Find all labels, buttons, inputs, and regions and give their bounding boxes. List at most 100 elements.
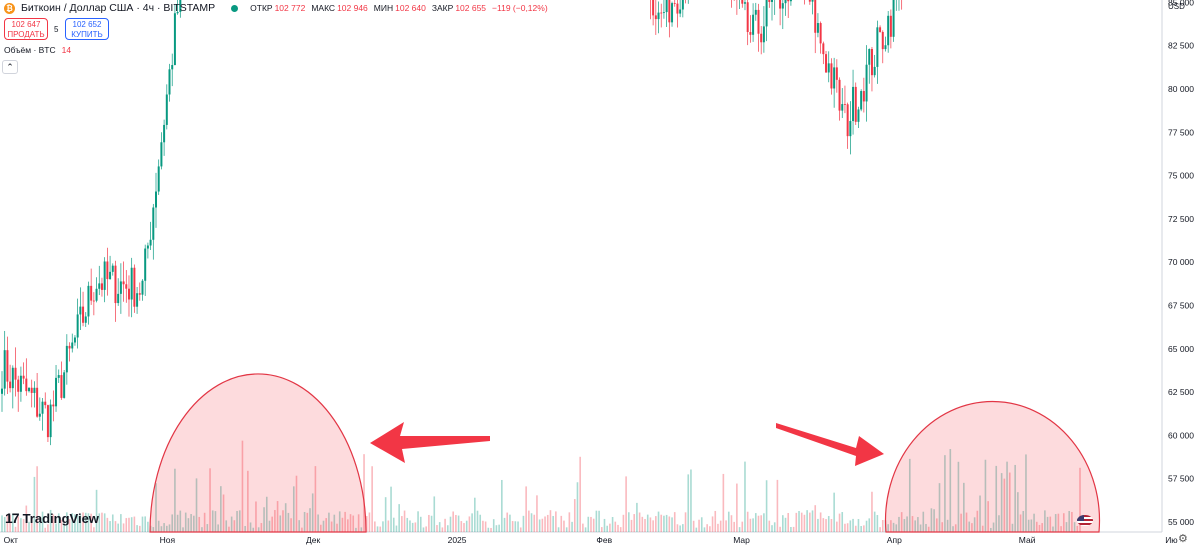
us-flag-icon[interactable] (1077, 515, 1093, 526)
volume-bar (971, 523, 973, 532)
ohlc-close-label: ЗАКР (431, 3, 454, 13)
volume-bar (811, 510, 814, 532)
volume-bar (917, 517, 919, 532)
ohlc-values: ОТКР 102 772 МАКС 102 946 МИН 102 640 ЗАКР 1… (250, 3, 552, 13)
candle-body (152, 207, 155, 240)
collapse-legend-button[interactable]: ⌃ (2, 60, 18, 74)
volume-bar (1017, 492, 1019, 532)
volume-bar (746, 511, 749, 532)
candle-body (3, 350, 6, 389)
volume-bar (39, 522, 41, 532)
candle-body (657, 12, 660, 20)
volume-bar (333, 514, 336, 532)
volume-bar (295, 475, 298, 532)
candle-body (168, 69, 171, 95)
volume-bar (582, 523, 584, 532)
volume-bar (628, 512, 630, 532)
volume-bar (752, 518, 754, 532)
volume-bar (517, 521, 519, 532)
volume-bar (733, 521, 735, 532)
volume-bar (28, 521, 30, 532)
volume-bar (1079, 467, 1081, 532)
candle-body (819, 23, 822, 44)
candle-body (825, 54, 828, 73)
volume-bar (168, 524, 171, 532)
volume-bar (509, 514, 511, 532)
arrow-left-annotation[interactable] (370, 422, 490, 463)
volume-bar (1008, 472, 1011, 532)
candle-body (84, 316, 87, 323)
candle-body (119, 281, 122, 294)
candle-body (95, 288, 98, 301)
volume-bar (871, 491, 873, 532)
volume-bar (609, 523, 611, 532)
volume-bar (684, 512, 687, 532)
volume-bar (292, 486, 295, 532)
candle-body (811, 0, 814, 2)
y-tick-label: 77 500 (1168, 127, 1194, 137)
candle-body (114, 265, 117, 304)
volume-bar (522, 515, 525, 532)
volume-bar (12, 513, 14, 532)
candle-body (17, 379, 20, 392)
arrow-right-annotation[interactable] (776, 423, 884, 466)
candle-body (79, 306, 82, 315)
volume-bar (638, 512, 641, 532)
volume-bar (84, 512, 87, 532)
buy-button[interactable]: 102 652 КУПИТЬ (65, 18, 109, 40)
candle-body (779, 0, 782, 9)
volume-bar (347, 519, 349, 532)
candle-body (808, 0, 811, 2)
volume-bar (536, 495, 538, 532)
volume-bar (230, 516, 233, 532)
candle-body (816, 23, 819, 33)
volume-bar (398, 504, 400, 532)
volume-bar (906, 516, 908, 532)
volume-bar (241, 440, 244, 532)
volume-bar (314, 466, 317, 532)
volume-bar (403, 510, 406, 532)
volume-bar (722, 473, 725, 532)
volume-bar (833, 492, 835, 532)
tradingview-logo[interactable]: 17 TradingView (5, 510, 99, 526)
symbol-title[interactable]: Биткоин / Доллар США · 4ч · BITSTAMP (21, 2, 216, 14)
volume-legend[interactable]: Объём · BTC 14 (4, 45, 71, 55)
volume-bar (692, 520, 695, 532)
candle-body (68, 345, 71, 349)
settings-gear-icon[interactable]: ⚙ (1178, 533, 1188, 545)
candle-body (873, 66, 876, 76)
highlight-ellipse-right[interactable] (884, 400, 1101, 533)
candle-body (19, 375, 22, 392)
volume-bar (419, 516, 422, 532)
volume-bar (382, 521, 384, 532)
volume-bar (798, 511, 800, 532)
volume-bar (519, 527, 522, 532)
ohlc-change-value: −119 (−0,12%) (492, 3, 548, 13)
volume-bar (741, 521, 744, 532)
volume-bar (649, 517, 652, 532)
currency-label[interactable]: USD (1168, 2, 1185, 11)
candle-body (676, 3, 679, 14)
candle-body (749, 32, 752, 35)
volume-bar (341, 517, 344, 532)
volume-bar (55, 523, 57, 532)
volume-bar (946, 519, 949, 532)
volume-bar (1019, 514, 1022, 532)
volume-bar (555, 511, 557, 532)
volume-bar (479, 514, 482, 532)
volume-bar (425, 526, 427, 532)
highlight-ellipse-left[interactable] (149, 373, 367, 533)
volume-bar (552, 515, 554, 532)
volume-bar (120, 514, 122, 532)
sell-button[interactable]: 102 647 ПРОДАТЬ (4, 18, 48, 40)
volume-bar (995, 465, 998, 532)
volume-bar (838, 513, 841, 532)
y-tick-label: 70 000 (1168, 257, 1194, 267)
candle-body (136, 293, 139, 307)
volume-bar (863, 525, 865, 532)
volume-bar (30, 516, 33, 532)
volume-bar (603, 518, 606, 532)
volume-bar (771, 525, 773, 532)
